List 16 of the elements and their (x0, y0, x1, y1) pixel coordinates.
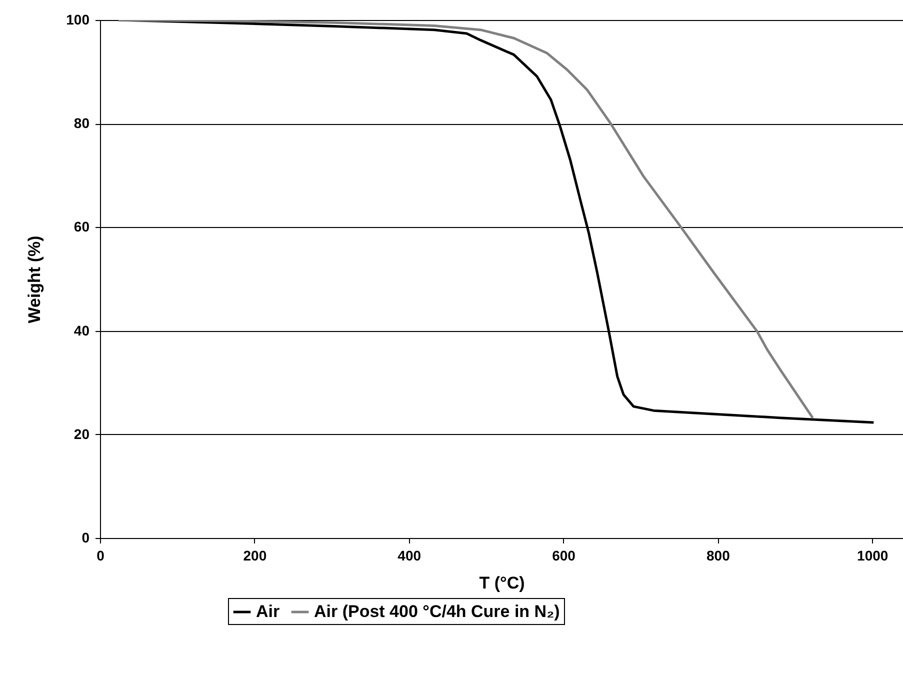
legend-label: Air (256, 602, 280, 621)
x-tick-label: 800 (706, 548, 730, 564)
y-tick-label: 100 (66, 12, 90, 28)
y-tick-label: 80 (74, 115, 90, 132)
x-tick-label: 1000 (857, 548, 888, 564)
y-tick-label: 40 (74, 322, 90, 338)
x-tick-label: 400 (398, 548, 422, 564)
legend-label: Air (Post 400 °C/4h Cure in N₂) (314, 602, 560, 621)
x-tick-label: 200 (243, 548, 267, 564)
y-tick-label: 60 (74, 218, 90, 235)
x-axis-title: T (°C) (479, 574, 525, 592)
y-tick-label: 20 (74, 426, 90, 442)
y-tick-label: 0 (82, 530, 90, 546)
y-axis-title: Weight (%) (25, 236, 44, 324)
x-tick-label: 0 (96, 548, 105, 564)
x-tick-label: 600 (552, 548, 576, 564)
